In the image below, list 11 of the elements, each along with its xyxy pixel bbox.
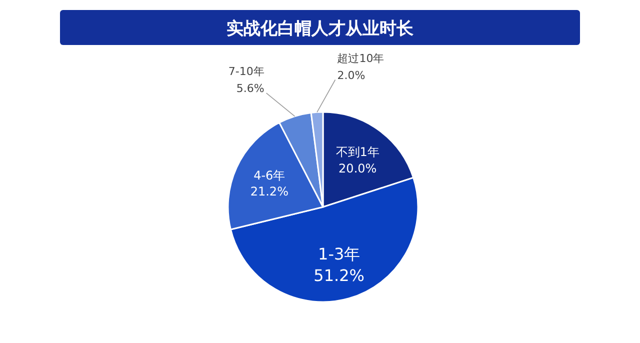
chart-title: 实战化白帽人才从业时长 xyxy=(226,19,414,39)
slice-label: 超过10年 xyxy=(337,52,384,65)
slice-label: 不到1年 xyxy=(336,145,380,160)
data-label: 51.2% xyxy=(314,266,364,285)
data-label: 20.0% xyxy=(338,161,377,176)
slice-label: 1-3年 xyxy=(318,244,360,264)
data-label: 2.0% xyxy=(337,68,366,82)
data-label: 21.2% xyxy=(250,184,288,199)
data-label: 5.6% xyxy=(236,82,264,96)
slice-label: 7-10年 xyxy=(228,65,264,78)
slice-label: 4-6年 xyxy=(254,168,286,182)
